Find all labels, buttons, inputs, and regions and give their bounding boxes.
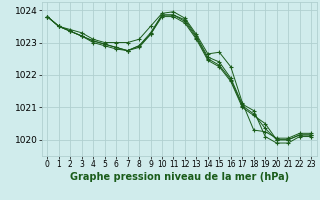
X-axis label: Graphe pression niveau de la mer (hPa): Graphe pression niveau de la mer (hPa): [70, 172, 289, 182]
